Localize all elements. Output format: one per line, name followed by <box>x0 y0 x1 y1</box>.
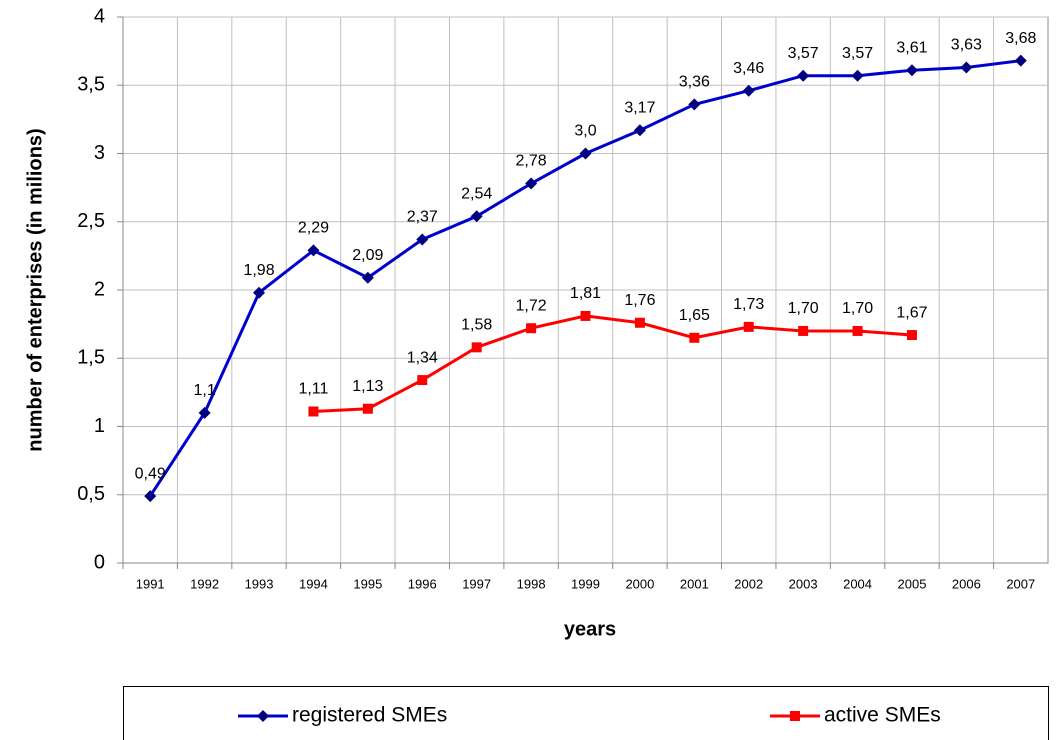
data-label: 1,65 <box>679 307 710 324</box>
data-point <box>960 61 973 74</box>
data-label: 1,1 <box>193 382 215 399</box>
y-tick-label: 3 <box>94 142 105 164</box>
legend-item: registered SMEs <box>292 704 447 727</box>
data-point <box>797 69 810 82</box>
data-label: 2,54 <box>461 186 492 203</box>
data-label: 1,13 <box>352 378 383 395</box>
data-label: 3,17 <box>624 100 655 117</box>
data-point <box>361 271 374 284</box>
y-tick-label: 3,5 <box>77 74 105 96</box>
x-tick-label: 2007 <box>1006 576 1035 591</box>
data-point <box>633 124 646 137</box>
x-tick-label: 2003 <box>789 576 818 591</box>
data-point <box>852 325 863 336</box>
x-tick-label: 1991 <box>136 576 165 591</box>
data-point <box>416 233 429 246</box>
data-label: 1,58 <box>461 317 492 334</box>
data-label: 3,0 <box>574 123 596 140</box>
data-point <box>688 98 701 111</box>
data-label: 3,46 <box>733 60 764 77</box>
data-label: 1,67 <box>896 304 927 321</box>
data-point <box>851 69 864 82</box>
x-tick-label: 2001 <box>680 576 709 591</box>
data-label: 1,34 <box>407 349 438 366</box>
legend-box <box>123 686 1049 740</box>
data-point <box>689 332 700 343</box>
x-tick-label: 1995 <box>353 576 382 591</box>
data-point <box>525 177 538 190</box>
data-label: 1,70 <box>788 300 819 317</box>
data-point <box>798 325 809 336</box>
data-point <box>634 317 645 328</box>
legend-marker <box>790 711 800 721</box>
data-point <box>580 310 591 321</box>
x-axis-title: years <box>564 618 616 640</box>
data-label: 2,29 <box>298 220 329 237</box>
legend-item: active SMEs <box>824 704 941 727</box>
x-tick-label: 2005 <box>898 576 927 591</box>
x-tick-label: 1993 <box>245 576 274 591</box>
data-label: 1,98 <box>243 262 274 279</box>
data-point <box>1014 54 1027 67</box>
data-label: 3,57 <box>842 45 873 62</box>
y-axis-title: number of enterprises (in milions) <box>24 128 46 451</box>
data-label: 3,63 <box>951 37 982 54</box>
data-point <box>470 210 483 223</box>
y-tick-label: 2 <box>94 278 105 300</box>
data-label: 1,81 <box>570 285 601 302</box>
data-label: 1,11 <box>298 381 328 398</box>
y-tick-label: 1 <box>94 415 105 437</box>
x-tick-label: 2002 <box>734 576 763 591</box>
x-tick-label: 1992 <box>190 576 219 591</box>
data-point <box>579 147 592 160</box>
data-point <box>742 84 755 97</box>
data-point <box>308 406 319 417</box>
x-tick-label: 1999 <box>571 576 600 591</box>
data-point <box>253 286 266 299</box>
series-line <box>313 314 913 413</box>
data-label: 1,72 <box>516 297 547 314</box>
data-label: 3,57 <box>788 45 819 62</box>
data-point <box>526 323 537 334</box>
data-point <box>198 406 211 419</box>
data-label: 0,49 <box>135 465 166 482</box>
data-point <box>906 330 917 341</box>
data-point <box>144 490 157 503</box>
x-tick-label: 1998 <box>517 576 546 591</box>
x-tick-label: 1994 <box>299 576 328 591</box>
data-label: 3,61 <box>896 39 927 56</box>
data-label: 2,78 <box>516 153 547 170</box>
data-point <box>362 403 373 414</box>
data-label: 1,73 <box>733 296 764 313</box>
legend-marker <box>257 710 269 722</box>
data-point <box>307 244 320 257</box>
data-label: 2,09 <box>352 247 383 264</box>
data-point <box>905 64 918 77</box>
data-label: 1,70 <box>842 300 873 317</box>
x-tick-label: 2006 <box>952 576 981 591</box>
data-label: 3,68 <box>1005 30 1036 47</box>
y-tick-label: 4 <box>94 5 105 27</box>
data-label: 1,76 <box>624 292 655 309</box>
y-tick-label: 0,5 <box>77 483 105 505</box>
data-label: 2,37 <box>407 209 438 226</box>
data-point <box>471 342 482 353</box>
x-tick-label: 2004 <box>843 576 872 591</box>
x-tick-label: 1996 <box>408 576 437 591</box>
data-point <box>743 321 754 332</box>
x-tick-label: 1997 <box>462 576 491 591</box>
y-tick-label: 0 <box>94 551 105 573</box>
data-point <box>417 375 428 386</box>
y-tick-label: 2,5 <box>77 210 105 232</box>
data-label: 3,36 <box>679 74 710 91</box>
x-tick-label: 2000 <box>625 576 654 591</box>
y-tick-label: 1,5 <box>77 347 105 369</box>
